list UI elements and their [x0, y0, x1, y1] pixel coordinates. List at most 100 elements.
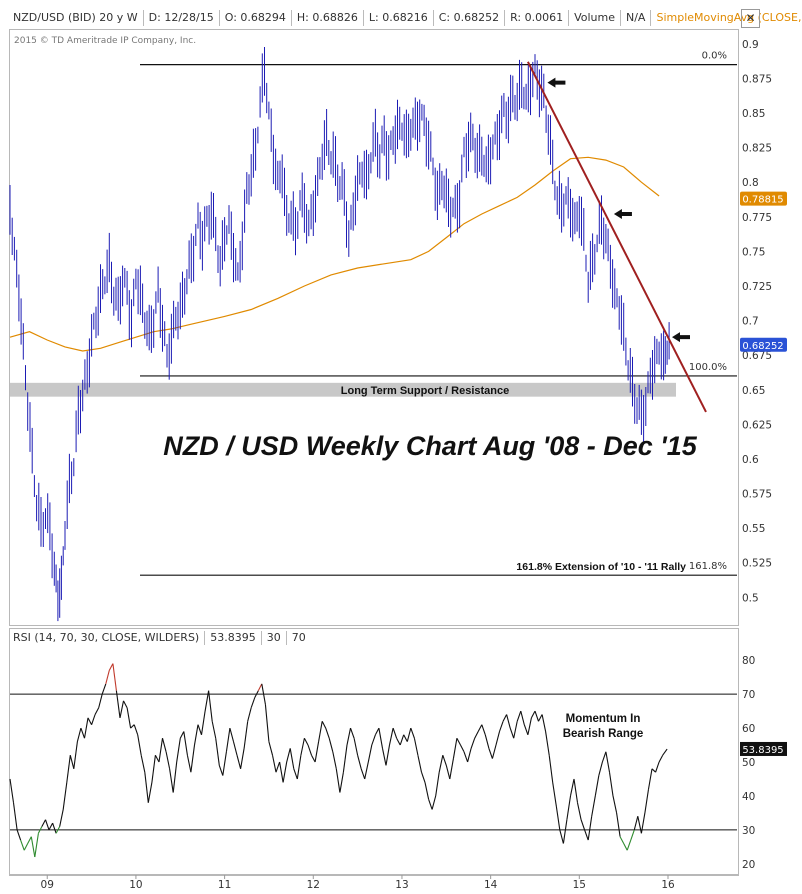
rsi-segment	[37, 826, 43, 834]
arrow-shape	[672, 332, 690, 343]
rsi-segment	[44, 819, 50, 831]
rsi-segment	[311, 754, 316, 763]
symbol-label[interactable]: NZD/USD (BID) 20 y W	[8, 10, 144, 26]
rsi-segment	[403, 734, 408, 742]
rsi-segment	[562, 819, 568, 844]
rsi-segment	[250, 697, 256, 708]
rsi-segment	[396, 737, 401, 746]
rsi-segment	[289, 748, 295, 769]
support-band-label: Long Term Support / Resistance	[341, 385, 510, 397]
price-axis-tick-label: 0.775	[742, 212, 772, 224]
fib-level-label: 100.0%	[689, 362, 727, 373]
rsi-segment	[456, 737, 461, 746]
range-label: R: 0.0061	[505, 10, 570, 26]
rsi-segment	[293, 768, 298, 780]
rsi-segment	[179, 731, 185, 739]
rsi-segment	[169, 768, 174, 793]
rsi-segment	[137, 734, 142, 756]
rsi-segment	[151, 755, 156, 783]
price-axis-tick-label: 0.875	[742, 73, 772, 85]
price-badge	[740, 337, 787, 352]
rsi-segment	[282, 761, 288, 783]
price-chart[interactable]: Long Term Support / Resistance 0.0% 100.0%…	[9, 47, 737, 622]
rsi-segment	[349, 727, 355, 739]
price-axis-tick-label: 0.65	[742, 385, 765, 397]
rsi-segment	[548, 755, 554, 783]
rsi-segment	[261, 683, 266, 705]
rsi-segment	[83, 717, 89, 739]
rsi-segment	[513, 721, 518, 739]
chart-title: NZD / USD Weekly Chart Aug '08 - Dec '15	[163, 431, 697, 461]
rsi-segment	[264, 704, 270, 742]
rsi-segment	[495, 731, 501, 746]
rsi-segment	[573, 778, 579, 803]
rsi-segment	[197, 724, 203, 735]
rsi-segment	[200, 711, 206, 735]
rsi-segment	[144, 772, 149, 803]
rsi-segment	[576, 802, 582, 820]
rsi-segment	[346, 727, 352, 746]
rsi-chart[interactable]: Momentum In Bearish Range	[9, 663, 737, 858]
rsi-segment	[318, 721, 323, 742]
arrow-icon	[672, 332, 690, 343]
rsi-segment	[381, 748, 387, 766]
rsi-segment	[594, 775, 600, 796]
rsi-segment	[644, 789, 650, 813]
rsi-segment	[527, 717, 532, 735]
rsi-segment	[491, 744, 497, 759]
close-icon[interactable]: ✕	[741, 9, 760, 28]
rsi-segment	[559, 829, 564, 844]
price-axis-tick-label: 0.8	[742, 177, 759, 189]
rsi-segment	[424, 782, 430, 800]
rsi-segment	[16, 829, 22, 841]
rsi-segment	[286, 748, 291, 763]
rsi-segment	[420, 772, 426, 783]
x-axis-tick-label: 10	[129, 879, 142, 891]
rsi-segment	[300, 738, 305, 756]
rsi-segment	[445, 765, 451, 780]
rsi-segment	[229, 727, 235, 742]
rsi-segment	[452, 738, 458, 759]
rsi-segment	[474, 731, 479, 739]
rsi-axis-tick-label: 80	[742, 655, 755, 667]
rsi-segment	[374, 727, 380, 736]
rsi-axis-tick-label: 20	[742, 859, 755, 871]
rsi-segment	[410, 727, 415, 739]
rsi-segment	[506, 714, 511, 729]
x-axis-tick-label: 09	[41, 879, 54, 891]
rsi-segment	[601, 751, 607, 763]
rsi-segment	[460, 744, 465, 753]
rsi-segment	[481, 724, 486, 735]
rsi-segment	[240, 748, 245, 769]
rsi-segment	[186, 755, 192, 773]
rsi-segment	[161, 738, 167, 752]
rsi-segment	[608, 772, 614, 796]
low-label: L: 0.68216	[364, 10, 434, 26]
rsi-segment	[176, 738, 181, 763]
rsi-axis-tick-label: 70	[742, 689, 755, 701]
rsi-segment	[388, 727, 394, 746]
rsi-axis-tick-label: 60	[742, 723, 755, 735]
moving-average-line	[9, 156, 660, 352]
rsi-segment	[569, 778, 575, 797]
rsi-segment	[190, 744, 196, 773]
price-axis-tick-label: 0.6	[742, 454, 759, 466]
rsi-segment	[364, 761, 369, 780]
rsi-segment	[498, 721, 504, 732]
rsi-segment	[658, 754, 664, 763]
rsi-segment	[59, 809, 64, 827]
rsi-segment	[247, 707, 252, 722]
rsi-segment	[477, 724, 483, 732]
rsi-segment	[9, 778, 15, 803]
rsi-segment	[172, 761, 178, 793]
price-axis-tick-label: 0.625	[742, 419, 772, 431]
moving-average-label[interactable]: SimpleMovingAvg (CLOSE,...	[656, 11, 802, 24]
rsi-segment	[66, 755, 71, 783]
rsi-segment	[555, 806, 561, 830]
rsi-annotation: Momentum In	[566, 713, 641, 725]
rsi-current-value: 53.8395	[205, 631, 262, 645]
trendline	[526, 61, 707, 413]
rsi-segment	[303, 737, 309, 746]
rsi-segment	[640, 812, 646, 834]
rsi-title[interactable]: RSI (14, 70, 30, CLOSE, WILDERS)	[8, 631, 206, 645]
